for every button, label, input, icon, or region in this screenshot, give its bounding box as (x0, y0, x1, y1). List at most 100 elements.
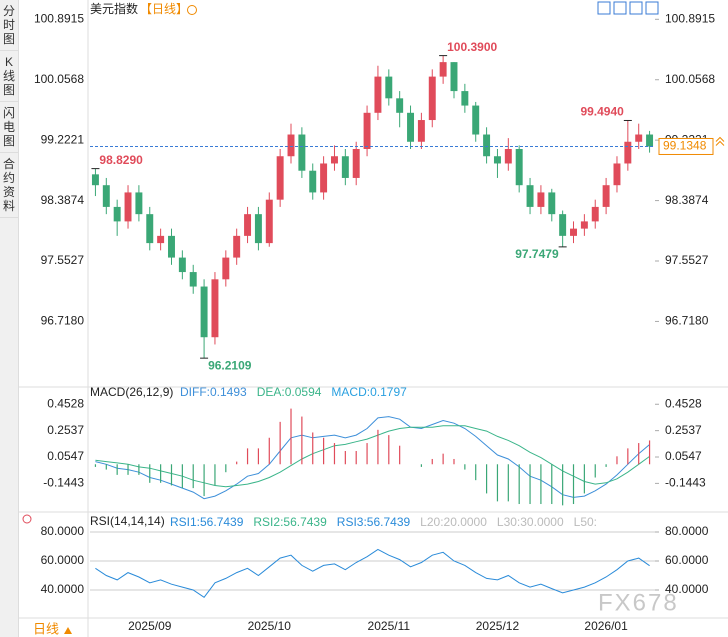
candle-body (472, 105, 480, 135)
price-marker (715, 136, 725, 146)
tab[interactable]: K线图 (0, 51, 18, 102)
tool-icon[interactable] (613, 1, 627, 15)
panel-title: RSI(14,14,14) (90, 514, 165, 528)
candle-body (570, 228, 577, 236)
candle-body (493, 156, 501, 164)
candle-body (189, 272, 197, 287)
candle-body (233, 235, 241, 258)
candle-body (450, 62, 458, 92)
watermark: FX678 (598, 589, 679, 616)
candle-body (428, 76, 436, 121)
candle-body (591, 206, 599, 222)
legend-entry: RSI3:56.7439 (337, 515, 411, 529)
candle-body (200, 286, 208, 338)
candle-body (504, 148, 512, 164)
y-tick-label: 0.4528 (47, 396, 84, 410)
y-tick-label: 0.0547 (47, 449, 84, 463)
last-price-label: 99.1348 (663, 139, 707, 153)
candle-body (396, 98, 404, 113)
candle-body (157, 235, 165, 244)
candle-body (330, 156, 338, 164)
legend-entry: MACD:0.1797 (331, 385, 407, 399)
extreme-label: 98.8290 (99, 153, 143, 167)
sidebar: 分时图 K线图 闪电图 合约资料 (0, 0, 19, 637)
x-tick-label: 2025/09 (128, 619, 172, 633)
legend-entry: L50: (574, 515, 597, 529)
candle-body (548, 192, 556, 215)
series-line (95, 416, 650, 500)
candle-body (407, 112, 415, 142)
legend-entry: L20:20.0000 (420, 515, 487, 529)
candle-body (515, 148, 523, 186)
candle-body (113, 206, 121, 222)
candle-body (352, 148, 360, 178)
candle-body (613, 163, 621, 186)
last-price-box (658, 137, 714, 155)
y2-tick-label: 0.4528 (665, 396, 702, 410)
y-tick-label: 97.5527 (41, 253, 85, 267)
candle-body (483, 134, 491, 157)
y2-tick-label: 98.3874 (665, 193, 709, 207)
x-tick-label: 2025/12 (476, 619, 520, 633)
extreme-label: 96.2109 (208, 358, 252, 372)
y2-tick-label: 0.2537 (665, 423, 702, 437)
y2-tick-label: 96.7180 (665, 314, 709, 328)
x-tick-label: 2026/01 (584, 619, 628, 633)
tool-icon[interactable] (629, 1, 643, 15)
candle-body (385, 76, 393, 99)
x-tick-label: 2025/11 (368, 619, 411, 633)
tool-icon[interactable] (597, 1, 611, 15)
panel-title: MACD(26,12,9) (90, 385, 173, 399)
y2-tick-label: 0.0547 (665, 449, 702, 463)
candle-body (374, 76, 382, 113)
candle-body (309, 170, 317, 193)
candle-body (168, 235, 175, 258)
y2-tick-label: 97.5527 (665, 253, 709, 267)
y2-tick-label: 100.0568 (665, 72, 715, 86)
series-line (95, 548, 650, 598)
candle-body (417, 120, 425, 142)
x-tick-label: 2025/10 (248, 619, 292, 633)
candle-body (265, 199, 273, 244)
period[interactable]: 【日线】 (140, 2, 188, 16)
y-tick-label: 0.2537 (47, 423, 84, 437)
legend-entry: DIFF:0.1493 (180, 385, 247, 399)
candle-body (211, 279, 219, 338)
toolbar (597, 1, 659, 15)
candle-body (602, 185, 610, 207)
y2-tick-label: 100.8915 (665, 11, 715, 25)
candle-body (320, 163, 328, 193)
tool-icon[interactable] (645, 1, 659, 15)
candle-body (559, 214, 567, 236)
y2-tick-label: 80.0000 (665, 524, 709, 538)
candle-body (244, 214, 252, 236)
candle-body (526, 185, 534, 207)
legend-entry: RSI2:56.7439 (253, 515, 327, 529)
candle-body (341, 156, 349, 178)
candle-body (646, 134, 654, 147)
candle-body (287, 134, 295, 157)
candle-body (91, 174, 99, 186)
series-line (95, 425, 650, 488)
y-tick-label: 98.3874 (41, 193, 85, 207)
legend-entry: RSI1:56.7439 (170, 515, 244, 529)
settings-icon[interactable] (22, 514, 32, 524)
zoom-icon[interactable] (187, 5, 197, 15)
tab[interactable]: 合约资料 (0, 153, 18, 218)
candle-body (254, 214, 262, 244)
candle-body (363, 112, 371, 149)
y-tick-label: 40.0000 (41, 582, 85, 596)
tab[interactable]: 闪电图 (0, 102, 18, 153)
period-arrow[interactable] (64, 627, 72, 634)
extreme-label: 97.7479 (515, 247, 559, 261)
tab[interactable]: 分时图 (0, 0, 18, 51)
candle-body (276, 156, 284, 200)
y-tick-label: 100.8915 (34, 11, 84, 25)
y-tick-label: 96.7180 (41, 314, 85, 328)
candle-body (222, 257, 230, 280)
candle-body (102, 185, 110, 207)
extreme-label: 99.4940 (580, 105, 624, 119)
period-switch[interactable]: 日线 (33, 621, 59, 636)
